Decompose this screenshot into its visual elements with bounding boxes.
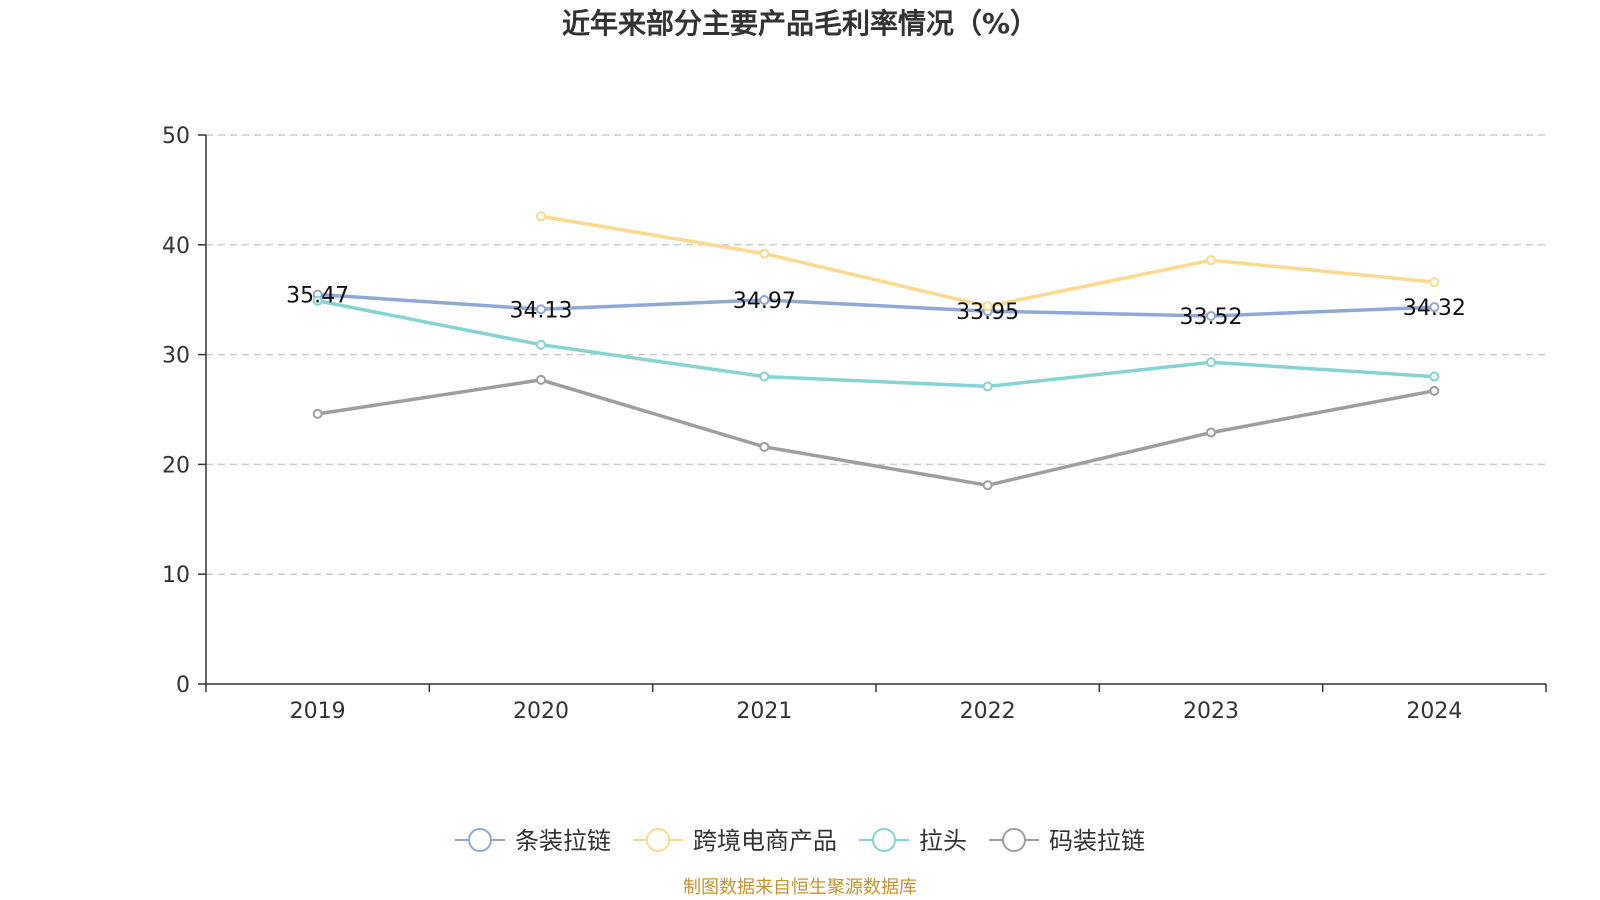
legend: 条装拉链 跨境电商产品 拉头 码装拉链 [455,827,1145,855]
data-point [1429,385,1440,396]
data-label: 35.47 [286,284,349,309]
data-point [759,371,770,382]
data-point [536,211,546,222]
source-note: 制图数据来自恒生聚源数据库 [683,877,917,898]
legend-swatch-marker [1002,828,1026,852]
x-tick-label: 2024 [1406,699,1462,724]
data-label-layer: 35.47 34.13 34.97 33.95 33.52 34.32 [286,284,1466,330]
legend-swatch-marker [646,828,670,852]
series-line-1 [540,214,1435,309]
y-tick-label: 20 [162,453,190,478]
y-tick-label: 50 [162,124,190,149]
data-point [536,304,546,315]
data-point [982,480,993,491]
x-tick-label: 2020 [513,699,569,724]
y-tick-label: 10 [162,563,190,588]
legend-label: 码装拉链 [1049,827,1145,855]
data-label: 34.97 [733,289,796,314]
y-tick-label: 40 [162,234,190,259]
y-tick-label: 30 [162,344,190,369]
data-point [312,295,323,306]
series-line-2 [317,299,1435,389]
x-tick-label: 2023 [1183,699,1239,724]
data-label: 33.95 [956,300,1019,325]
data-point [1206,310,1216,321]
x-tick-label: 2022 [960,699,1016,724]
axis-layer: 0 10 20 30 40 50 2019 2020 2021 2022 2023 2024 [162,124,1547,724]
data-point [1429,302,1440,313]
data-point [1206,427,1216,438]
data-point [982,381,993,392]
data-point [1206,255,1216,266]
chart-title: 近年来部分主要产品毛利率情况（%） [562,7,1038,40]
legend-swatch-marker [872,828,896,852]
data-point [312,408,323,419]
x-tick-label: 2021 [736,699,792,724]
data-point [536,374,546,385]
series-layer [312,211,1440,491]
legend-label: 条装拉链 [515,827,611,855]
data-label: 34.13 [510,298,573,323]
grid-layer [206,134,1546,575]
x-tick-label: 2019 [290,699,346,724]
data-point [759,248,770,259]
legend-swatch-marker [468,828,492,852]
data-point [759,295,770,306]
data-point [1429,371,1440,382]
legend-label: 跨境电商产品 [693,827,837,855]
legend-label: 拉头 [919,827,967,855]
y-tick-label: 0 [176,673,190,698]
data-point [759,441,770,452]
data-point [1429,277,1440,288]
data-label: 34.32 [1403,296,1466,321]
data-point [1206,357,1216,368]
data-point [536,339,546,350]
data-point [982,301,993,312]
series-line-3 [317,378,1435,488]
series-line-0 [317,292,1435,318]
data-label: 33.52 [1180,305,1243,330]
